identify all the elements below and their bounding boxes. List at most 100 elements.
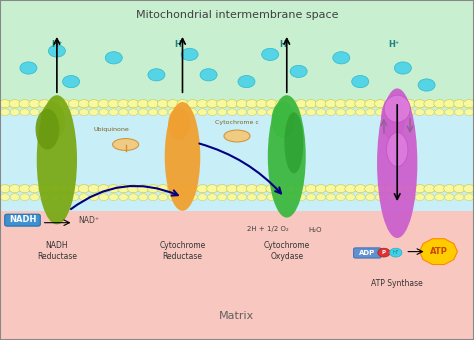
Circle shape bbox=[177, 185, 188, 193]
Circle shape bbox=[434, 100, 445, 108]
Circle shape bbox=[89, 109, 99, 116]
Text: Matrix: Matrix bbox=[219, 311, 255, 321]
Circle shape bbox=[200, 69, 217, 81]
Circle shape bbox=[375, 194, 385, 201]
Circle shape bbox=[267, 109, 276, 116]
Circle shape bbox=[315, 100, 327, 108]
Circle shape bbox=[208, 109, 217, 116]
Circle shape bbox=[69, 194, 79, 201]
Circle shape bbox=[98, 185, 109, 193]
Circle shape bbox=[228, 194, 237, 201]
Circle shape bbox=[425, 194, 434, 201]
Circle shape bbox=[365, 109, 375, 116]
Circle shape bbox=[10, 194, 19, 201]
Circle shape bbox=[306, 109, 316, 116]
Circle shape bbox=[0, 109, 9, 116]
Circle shape bbox=[384, 185, 396, 193]
Circle shape bbox=[109, 109, 118, 116]
Circle shape bbox=[445, 109, 454, 116]
Circle shape bbox=[346, 194, 356, 201]
Circle shape bbox=[346, 109, 356, 116]
Circle shape bbox=[394, 185, 406, 193]
Circle shape bbox=[385, 109, 395, 116]
Circle shape bbox=[148, 194, 158, 201]
Circle shape bbox=[435, 194, 444, 201]
Circle shape bbox=[0, 100, 10, 108]
Circle shape bbox=[178, 109, 187, 116]
Text: H₂O: H₂O bbox=[309, 226, 322, 233]
Circle shape bbox=[148, 69, 165, 81]
Circle shape bbox=[128, 185, 139, 193]
Circle shape bbox=[50, 194, 59, 201]
Circle shape bbox=[105, 52, 122, 64]
Circle shape bbox=[444, 100, 455, 108]
Circle shape bbox=[188, 194, 197, 201]
Circle shape bbox=[188, 109, 197, 116]
Circle shape bbox=[356, 109, 365, 116]
Circle shape bbox=[237, 109, 246, 116]
Circle shape bbox=[345, 100, 356, 108]
Circle shape bbox=[296, 194, 306, 201]
Circle shape bbox=[39, 100, 50, 108]
Circle shape bbox=[434, 185, 445, 193]
Text: Mitochondrial intermembrane space: Mitochondrial intermembrane space bbox=[136, 10, 338, 20]
Circle shape bbox=[246, 185, 257, 193]
Circle shape bbox=[40, 194, 49, 201]
Circle shape bbox=[157, 100, 169, 108]
Circle shape bbox=[89, 194, 99, 201]
FancyBboxPatch shape bbox=[0, 0, 474, 109]
Ellipse shape bbox=[165, 102, 200, 211]
Text: ADP: ADP bbox=[359, 250, 375, 256]
Circle shape bbox=[168, 109, 178, 116]
Circle shape bbox=[158, 194, 168, 201]
Circle shape bbox=[68, 100, 80, 108]
Circle shape bbox=[207, 100, 218, 108]
Circle shape bbox=[335, 185, 346, 193]
Circle shape bbox=[365, 194, 375, 201]
Circle shape bbox=[30, 194, 39, 201]
Circle shape bbox=[30, 109, 39, 116]
Circle shape bbox=[197, 185, 208, 193]
Circle shape bbox=[49, 100, 60, 108]
Circle shape bbox=[228, 109, 237, 116]
Ellipse shape bbox=[384, 95, 410, 122]
Circle shape bbox=[147, 185, 159, 193]
Circle shape bbox=[424, 100, 435, 108]
Circle shape bbox=[267, 194, 276, 201]
Circle shape bbox=[138, 109, 148, 116]
Circle shape bbox=[236, 100, 247, 108]
Circle shape bbox=[425, 109, 434, 116]
Circle shape bbox=[29, 185, 40, 193]
Circle shape bbox=[128, 109, 138, 116]
Circle shape bbox=[29, 100, 40, 108]
Text: ATP: ATP bbox=[429, 247, 447, 256]
Circle shape bbox=[454, 185, 465, 193]
Circle shape bbox=[168, 194, 178, 201]
Text: 2H + 1/2 O₂: 2H + 1/2 O₂ bbox=[247, 226, 289, 233]
Circle shape bbox=[0, 185, 10, 193]
Circle shape bbox=[464, 100, 474, 108]
Circle shape bbox=[181, 48, 198, 61]
Circle shape bbox=[78, 100, 90, 108]
Ellipse shape bbox=[36, 109, 59, 150]
Text: H⁺: H⁺ bbox=[279, 40, 290, 49]
Circle shape bbox=[287, 109, 296, 116]
Circle shape bbox=[58, 185, 70, 193]
Ellipse shape bbox=[381, 96, 405, 141]
Circle shape bbox=[405, 109, 415, 116]
Circle shape bbox=[378, 248, 390, 257]
Circle shape bbox=[374, 185, 386, 193]
Circle shape bbox=[325, 100, 337, 108]
Circle shape bbox=[266, 185, 277, 193]
Circle shape bbox=[395, 194, 405, 201]
Text: Ubiquinone: Ubiquinone bbox=[93, 127, 129, 132]
Circle shape bbox=[227, 185, 238, 193]
FancyBboxPatch shape bbox=[5, 214, 40, 226]
Circle shape bbox=[147, 100, 159, 108]
Circle shape bbox=[296, 109, 306, 116]
Ellipse shape bbox=[41, 102, 65, 140]
Circle shape bbox=[10, 109, 19, 116]
Circle shape bbox=[218, 109, 227, 116]
Circle shape bbox=[48, 45, 65, 57]
Circle shape bbox=[266, 100, 277, 108]
